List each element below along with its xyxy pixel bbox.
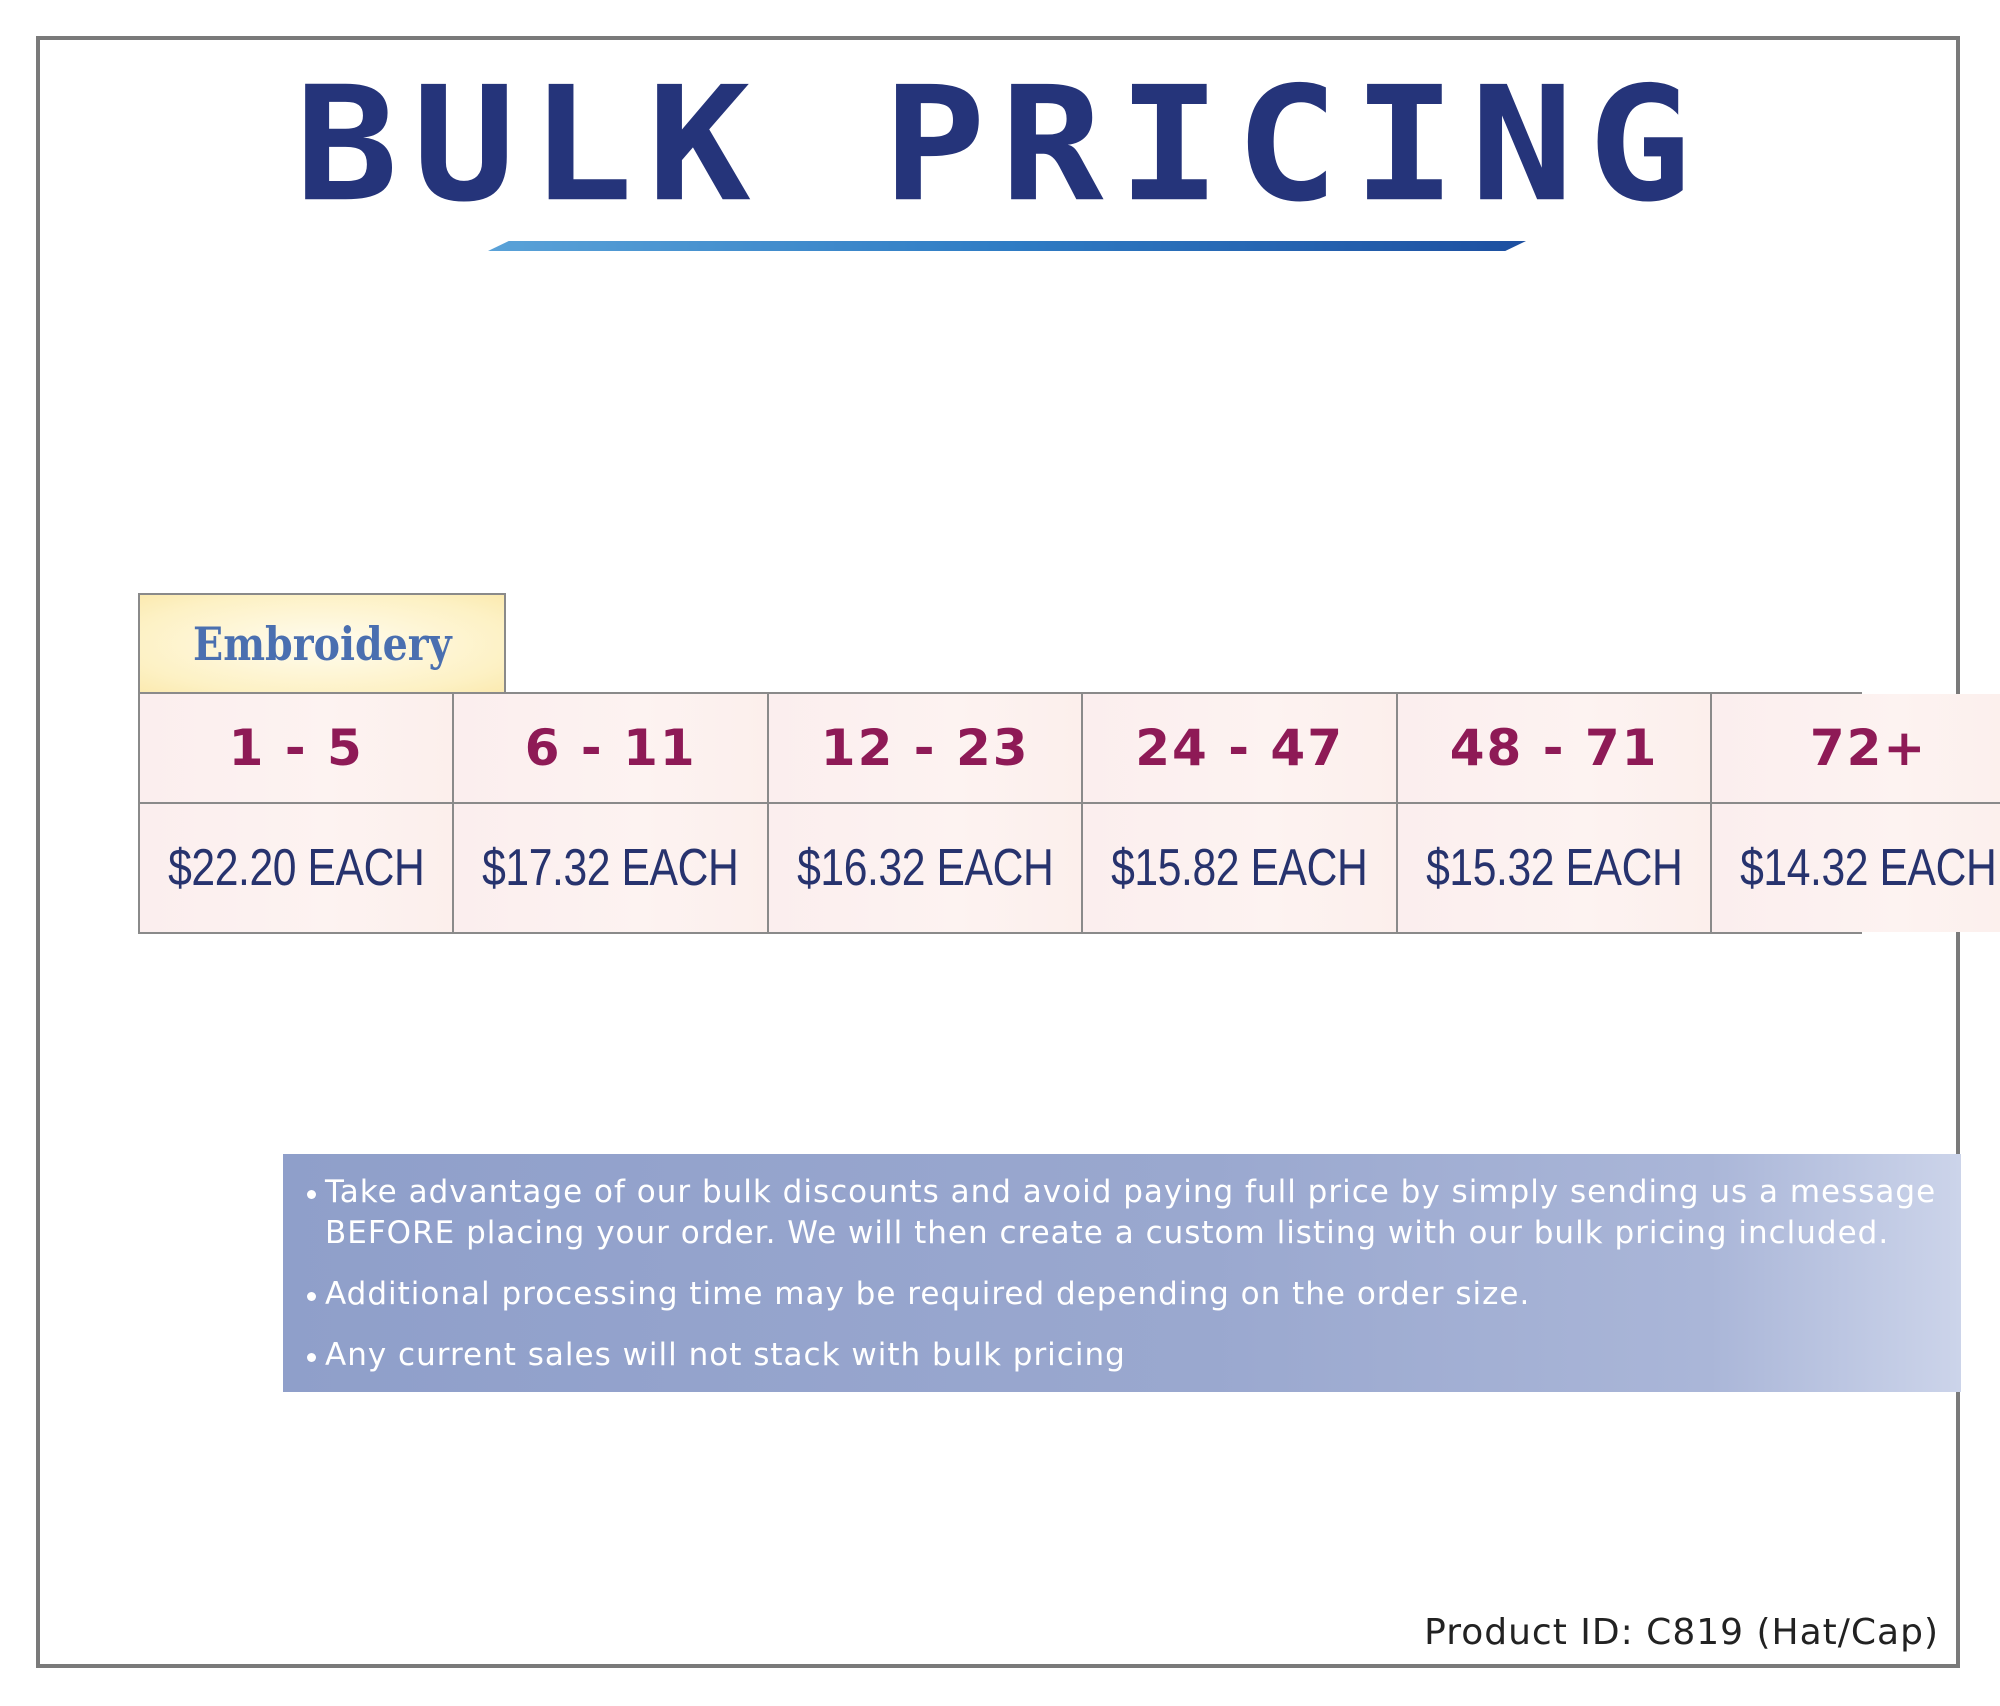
unit-price: $22.20 EACH bbox=[168, 839, 425, 897]
unit-price: $16.32 EACH bbox=[797, 839, 1054, 897]
quantity-range: 48 - 71 bbox=[1449, 719, 1659, 777]
price-cell-2: $17.32 EACH bbox=[454, 804, 769, 932]
quantity-range: 12 - 23 bbox=[820, 719, 1030, 777]
quantity-cell-4: 24 - 47 bbox=[1083, 694, 1398, 804]
quantity-range: 72+ bbox=[1809, 719, 1928, 777]
category-label: Embroidery bbox=[192, 617, 452, 671]
quantity-range: 1 - 5 bbox=[228, 719, 364, 777]
note-item: Additional processing time may be requir… bbox=[305, 1274, 1937, 1315]
notes-box: Take advantage of our bulk discounts and… bbox=[283, 1154, 1961, 1392]
unit-price: $14.32 EACH bbox=[1740, 839, 1997, 897]
page-title: BULK PRICING bbox=[294, 52, 1706, 237]
price-cell-5: $15.32 EACH bbox=[1397, 804, 1713, 932]
quantity-cell-6: 72+ bbox=[1712, 694, 2000, 804]
quantity-cell-5: 48 - 71 bbox=[1397, 694, 1713, 804]
pricing-table: 1 - 5 6 - 11 12 - 23 24 - 47 48 - 71 72+… bbox=[138, 692, 2000, 934]
note-item: Take advantage of our bulk discounts and… bbox=[305, 1172, 1937, 1254]
quantity-range: 24 - 47 bbox=[1135, 719, 1344, 777]
title-underline bbox=[488, 241, 1526, 251]
unit-price: $17.32 EACH bbox=[482, 839, 740, 897]
price-cell-4: $15.82 EACH bbox=[1083, 804, 1398, 932]
price-cell-3: $16.32 EACH bbox=[768, 804, 1084, 932]
price-cell-1: $22.20 EACH bbox=[140, 804, 455, 932]
quantity-cell-2: 6 - 11 bbox=[454, 694, 769, 804]
price-cell-6: $14.32 EACH bbox=[1712, 804, 2000, 932]
quantity-cell-3: 12 - 23 bbox=[768, 694, 1084, 804]
category-tab: Embroidery bbox=[138, 593, 506, 693]
unit-price: $15.82 EACH bbox=[1111, 839, 1369, 897]
quantity-cell-1: 1 - 5 bbox=[140, 694, 455, 804]
unit-price: $15.32 EACH bbox=[1425, 839, 1683, 897]
quantity-range: 6 - 11 bbox=[524, 719, 697, 777]
product-id: Product ID: C819 (Hat/Cap) bbox=[1424, 1612, 1939, 1653]
note-item: Any current sales will not stack with bu… bbox=[305, 1335, 1937, 1376]
